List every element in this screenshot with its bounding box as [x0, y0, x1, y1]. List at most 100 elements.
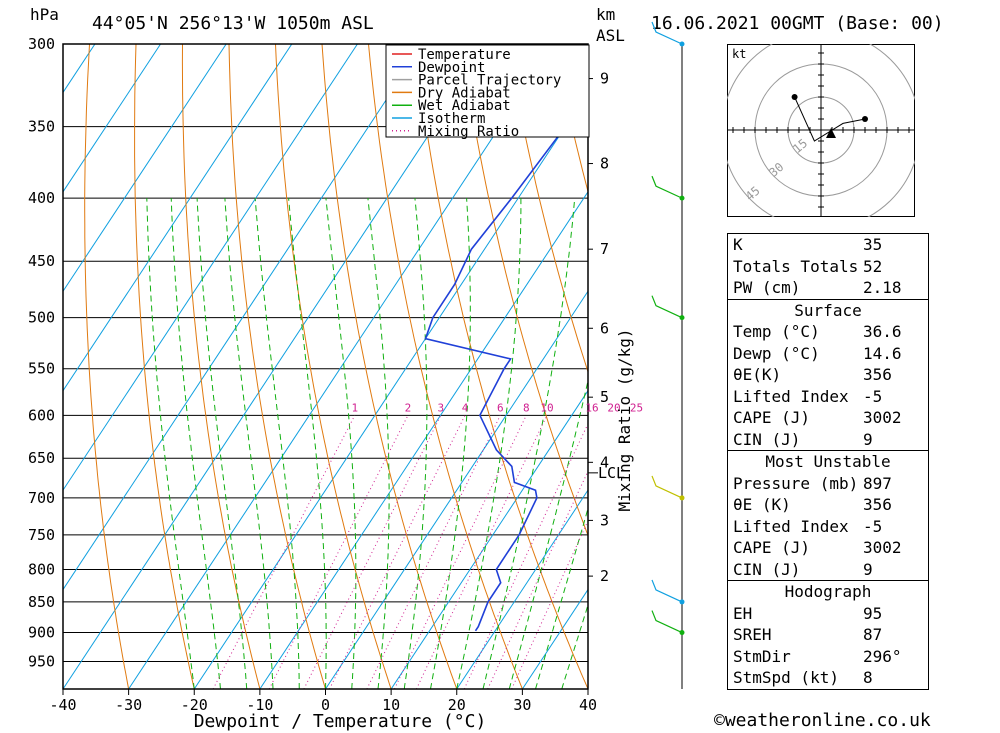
index-label: EH: [733, 603, 753, 623]
index-label: CIN (J): [733, 429, 801, 449]
isotherm: [193, 91, 588, 689]
wet-adiabat: [403, 198, 428, 689]
index-row: θE (K) 356: [728, 494, 928, 516]
isotherm: [63, 44, 490, 689]
surface-title: Surface: [794, 300, 862, 320]
mixing-ratio-label: 6: [497, 401, 504, 414]
wet-adiabat: [561, 603, 588, 689]
x-tick-label: 10: [382, 696, 400, 714]
index-value: 356: [863, 495, 892, 514]
height-unit-asl: ASL: [596, 26, 625, 45]
isotherm: [390, 389, 588, 689]
index-value: 87: [863, 625, 883, 644]
hodograph-trace: [794, 96, 866, 142]
datetime-title: 16.06.2021 00GMT (Base: 00): [651, 13, 944, 34]
x-tick-label: 30: [513, 696, 531, 714]
index-label: SREH: [733, 625, 772, 644]
index-label: CIN (J): [733, 559, 801, 579]
index-value: 3002: [863, 538, 902, 557]
most-unstable-title: Most Unstable: [765, 452, 891, 471]
index-label: Lifted Index: [733, 516, 849, 536]
pressure-unit-label: hPa: [30, 5, 59, 24]
index-row: CAPE (J) 3002: [728, 407, 928, 429]
x-tick-label: 0: [321, 696, 330, 714]
dry-adiabat: [507, 44, 588, 374]
x-tick-label: 40: [579, 696, 597, 714]
index-value: 2.18: [863, 278, 902, 297]
wind-barb: [651, 175, 683, 199]
dewpoint-line: [424, 90, 588, 632]
index-value: 9: [863, 429, 873, 449]
location-title: 44°05'N 256°13'W 1050m ASL: [92, 13, 374, 34]
index-panel: K 35 Totals Totals 52 PW (cm) 2.18 Surface Te…: [727, 233, 929, 690]
legend-label: Parcel Trajectory: [418, 73, 561, 89]
hodograph-unit: kt: [732, 47, 746, 61]
wet-adiabat: [367, 198, 390, 689]
mixing-ratio-label: 3: [438, 401, 445, 414]
index-value: 35: [863, 235, 883, 254]
x-axis-label: Dewpoint / Temperature (°C): [194, 711, 487, 732]
index-row: StmSpd (kt) 8: [728, 667, 928, 689]
isotherm: [63, 44, 227, 293]
index-label: Dewp (°C): [733, 343, 820, 363]
pressure-label: 300: [28, 35, 55, 53]
mixing-ratio-label: 20: [607, 401, 620, 414]
index-label: θE (K): [733, 495, 791, 514]
wet-adiabat: [325, 198, 357, 689]
index-row: Totals Totals 52: [728, 256, 928, 278]
wet-adiabat: [456, 198, 522, 689]
x-tick-label: -40: [49, 696, 76, 714]
legend-label: Dry Adiabat: [418, 85, 511, 101]
pressure-label: 750: [28, 526, 55, 544]
wet-adiabat: [430, 198, 471, 689]
index-value: -5: [863, 516, 883, 536]
pressure-label: 850: [28, 593, 55, 611]
wind-barb: [651, 579, 683, 603]
index-row: Dewp (°C) 14.6: [728, 343, 928, 365]
wet-adiabat: [196, 198, 248, 689]
mixing-ratio-line: [394, 415, 527, 689]
isotherm: [0, 44, 29, 689]
temperature-line: [628, 44, 732, 627]
surface-section: Surface Temp (°C) 36.6 Dewp (°C) 14.6 θE(K) 3…: [728, 298, 928, 451]
wet-adiabat: [146, 198, 195, 689]
hodograph-point: [791, 94, 798, 100]
index-row: Lifted Index -5: [728, 386, 928, 408]
km-label: 6: [600, 319, 609, 337]
mixing-ratio-label: 4: [462, 401, 469, 414]
mixing-ratio-label: 8: [523, 401, 530, 414]
dry-adiabat: [368, 44, 523, 689]
km-label: 3: [600, 511, 609, 529]
pressure-label: 550: [28, 360, 55, 378]
isotherm: [259, 190, 588, 689]
copyright-footer[interactable]: ©weatheronline.co.uk: [714, 710, 931, 731]
index-value: 296°: [863, 646, 902, 666]
x-tick-label: -10: [246, 696, 273, 714]
isotherm: [325, 290, 588, 689]
legend-label: Mixing Ratio: [418, 124, 519, 140]
index-row: Lifted Index -5: [728, 516, 928, 538]
km-label: 4: [600, 453, 609, 471]
index-value: 356: [863, 365, 892, 384]
index-label: Pressure (mb): [733, 473, 859, 493]
wet-adiabat: [587, 687, 588, 689]
km-label: 2: [600, 567, 609, 585]
isotherm: [456, 489, 588, 689]
pressure-label: 350: [28, 118, 55, 136]
mixing-ratio-line: [463, 422, 588, 689]
dry-adiabat: [181, 44, 261, 689]
dry-adiabat: [321, 44, 458, 689]
index-label: StmDir: [733, 646, 791, 666]
mixing-ratio-line: [487, 470, 588, 689]
mixing-ratio-line: [366, 415, 501, 689]
index-value: 8: [863, 668, 873, 687]
wet-adiabat: [254, 198, 300, 689]
legend-label: Wet Adiabat: [418, 98, 511, 114]
index-value: 95: [863, 603, 883, 623]
dry-adiabat: [228, 44, 326, 689]
index-label: Temp (°C): [733, 322, 820, 341]
pressure-label: 950: [28, 653, 55, 671]
index-label: K: [733, 235, 743, 254]
